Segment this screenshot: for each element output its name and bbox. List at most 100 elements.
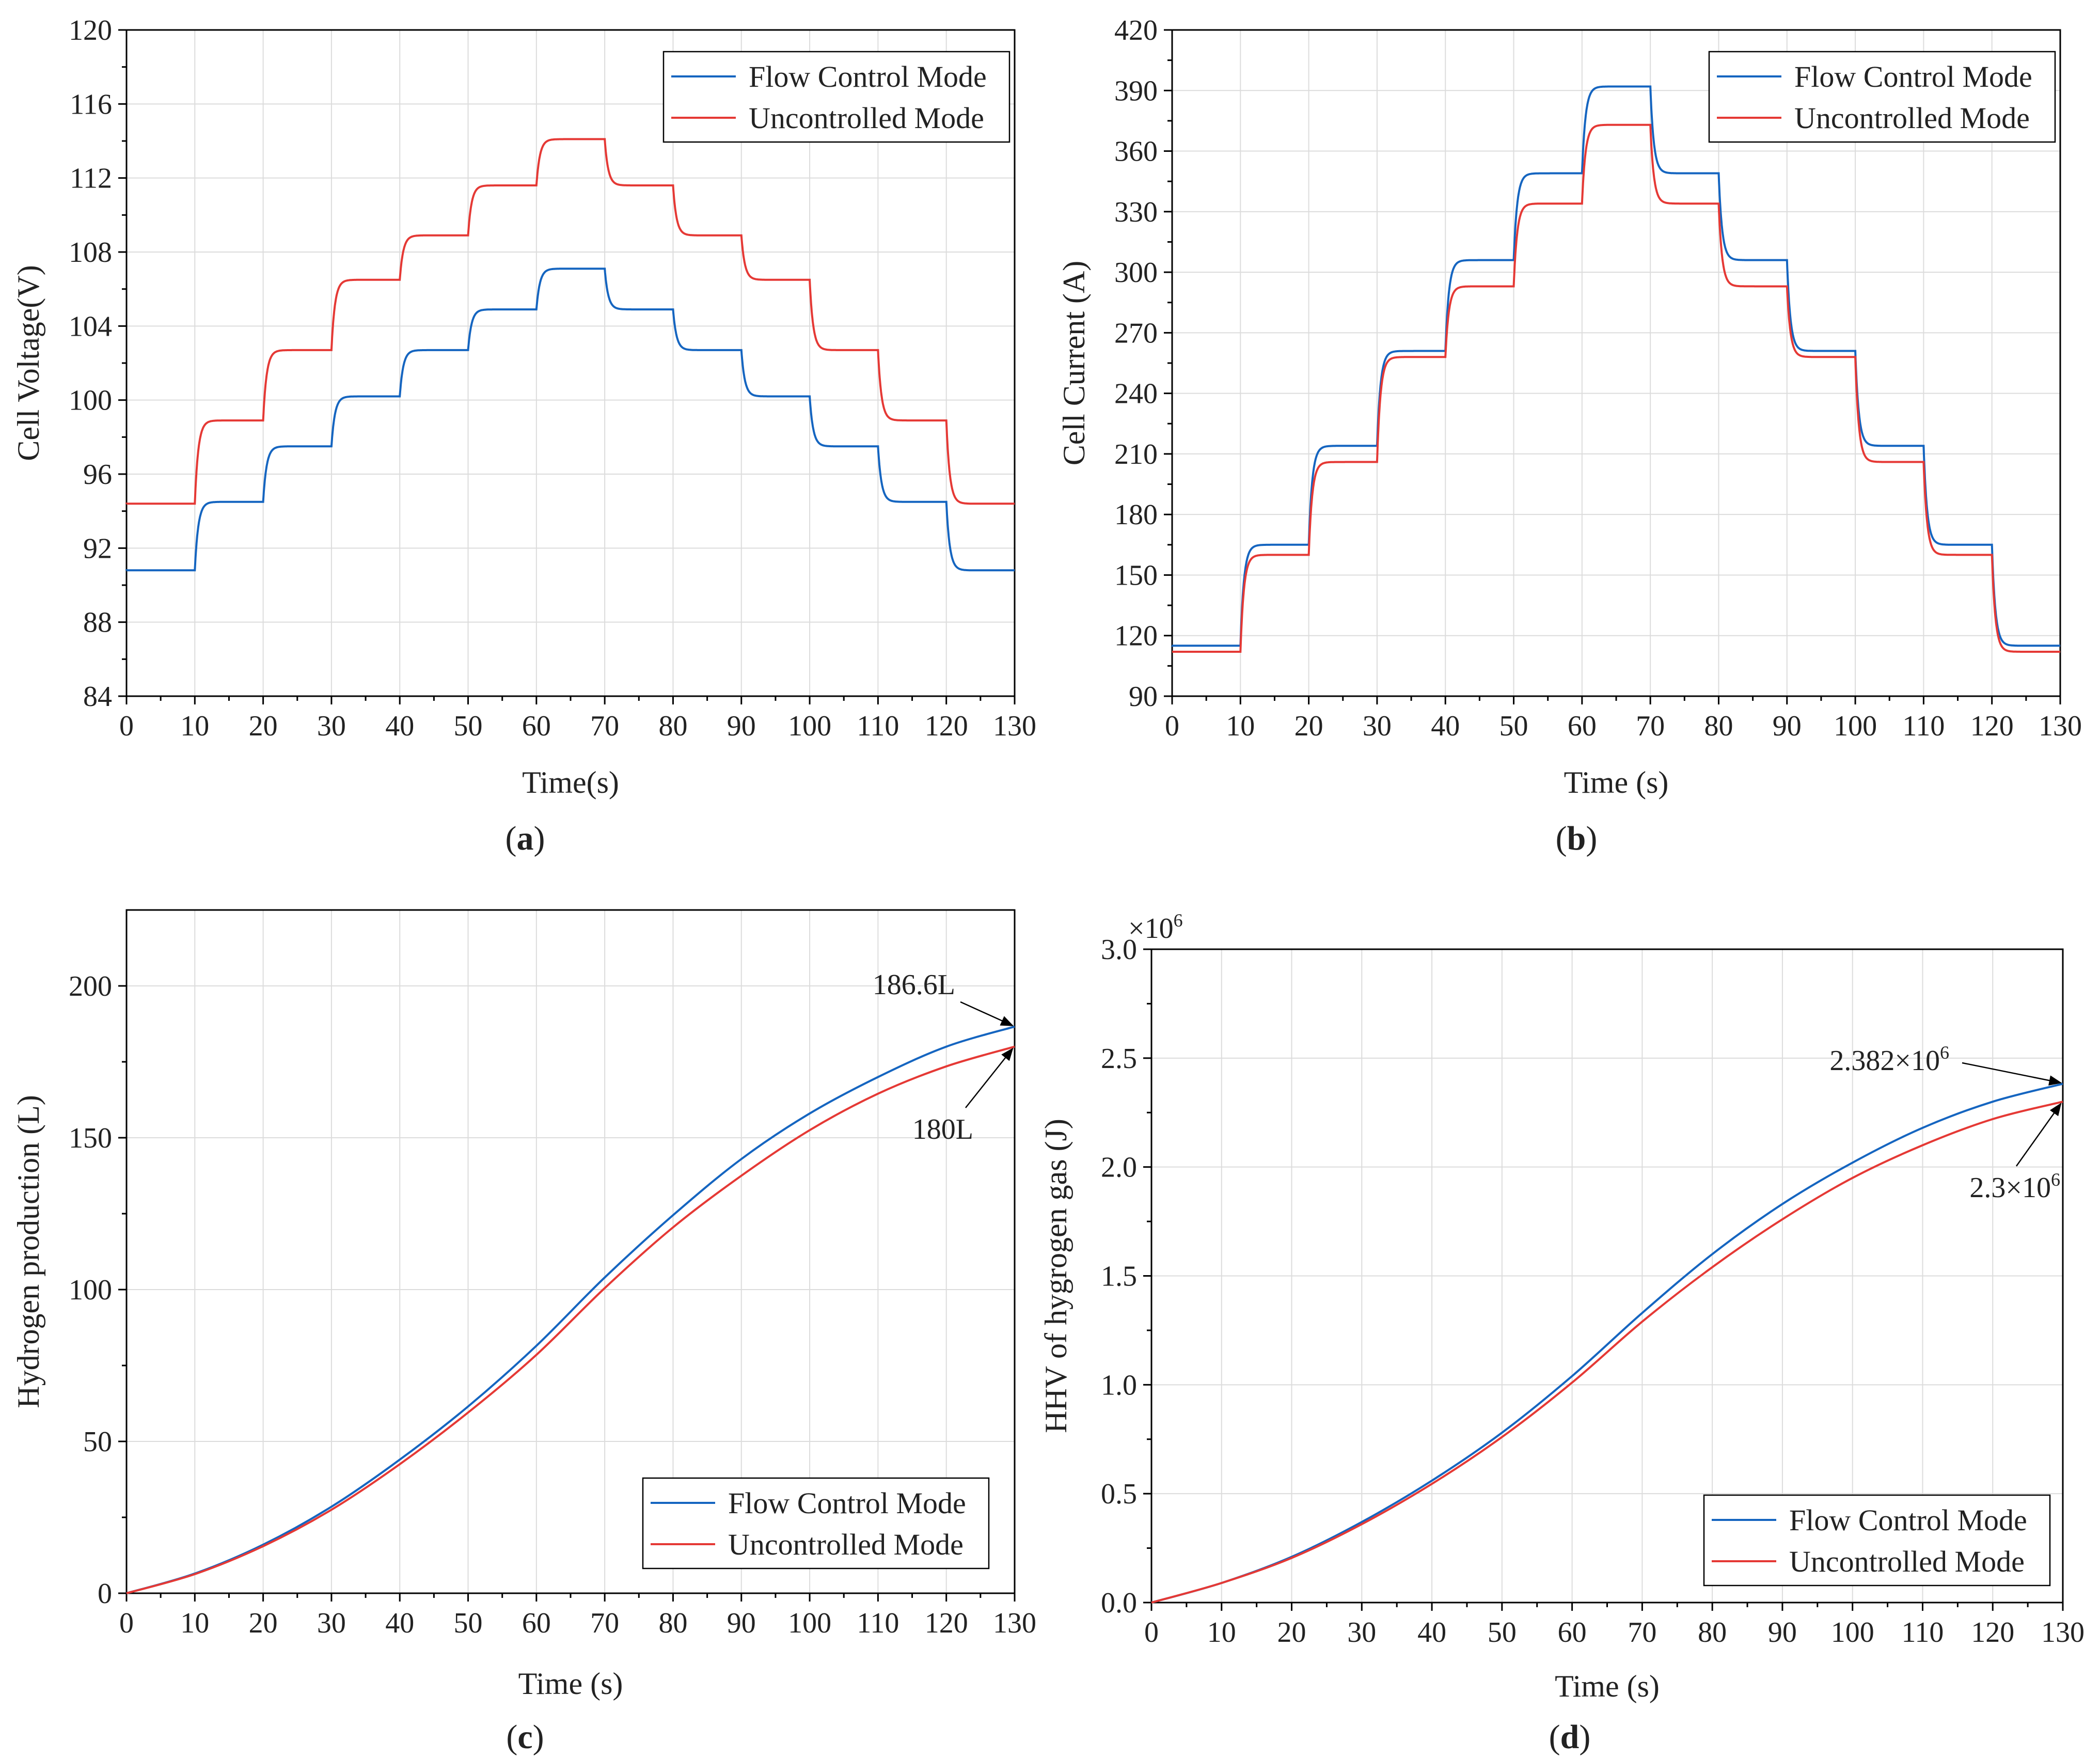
y-tick-label: 150 bbox=[69, 1122, 112, 1154]
legend-label: Uncontrolled Mode bbox=[749, 101, 984, 135]
y-tick-label: 300 bbox=[1114, 257, 1158, 289]
x-tick-label: 120 bbox=[1970, 710, 2014, 742]
x-tick-label: 50 bbox=[454, 710, 483, 742]
x-tick-label: 130 bbox=[993, 710, 1036, 742]
y-tick-label: 0.5 bbox=[1101, 1478, 1137, 1510]
y-tick-label: 88 bbox=[83, 607, 112, 639]
x-tick-label: 10 bbox=[1226, 710, 1255, 742]
x-tick-label: 130 bbox=[2039, 710, 2082, 742]
series-line-flow-control bbox=[1151, 1082, 2063, 1604]
y-tick-label: 92 bbox=[83, 532, 112, 564]
annotation-flow-control-arrow bbox=[1962, 1062, 2062, 1086]
x-tick-label: 90 bbox=[1768, 1616, 1797, 1649]
panel-label-open: ( bbox=[1549, 1718, 1560, 1756]
legend-label: Flow Control Mode bbox=[1789, 1503, 2027, 1537]
x-tick-label: 70 bbox=[1636, 710, 1665, 742]
annotation-flow-control-label: 186.6L bbox=[873, 969, 955, 1001]
series-line-uncontrolled bbox=[1151, 1101, 2063, 1604]
panel-label-letter: d bbox=[1560, 1718, 1580, 1756]
series-line-uncontrolled bbox=[1172, 123, 2060, 653]
legend: Flow Control Mode Uncontrolled Mode bbox=[1708, 51, 2056, 143]
panel-label-close: ) bbox=[1579, 1718, 1590, 1756]
y-tick-label: 120 bbox=[1114, 620, 1158, 652]
x-tick-label: 80 bbox=[658, 1607, 687, 1639]
x-tick-label: 60 bbox=[1558, 1616, 1587, 1649]
panel-label-letter: b bbox=[1567, 820, 1586, 857]
x-tick-label: 110 bbox=[1902, 1616, 1944, 1649]
x-tick-label: 60 bbox=[522, 1607, 551, 1639]
x-tick-label: 20 bbox=[249, 1607, 278, 1639]
y-tick-label: 50 bbox=[83, 1426, 112, 1458]
series-line-flow-control bbox=[125, 268, 1015, 572]
y-tick-label: 100 bbox=[69, 1274, 112, 1306]
series-line-flow-control bbox=[126, 1025, 1015, 1594]
panel-label-close: ) bbox=[1586, 820, 1597, 857]
y-axis-title: Hydrogen production (L) bbox=[11, 1095, 45, 1408]
y-tick-label: 270 bbox=[1114, 317, 1158, 349]
panel-label-letter: a bbox=[517, 820, 534, 857]
x-tick-label: 130 bbox=[2041, 1616, 2085, 1649]
x-tick-label: 50 bbox=[1488, 1616, 1517, 1649]
x-tick-label: 20 bbox=[1294, 710, 1323, 742]
y-tick-label: 104 bbox=[69, 310, 112, 342]
x-tick-label: 110 bbox=[1902, 710, 1945, 742]
y-tick-label: 2.0 bbox=[1101, 1152, 1137, 1184]
x-tick-label: 20 bbox=[249, 710, 278, 742]
x-tick-label: 110 bbox=[857, 710, 899, 742]
x-tick-label: 100 bbox=[1834, 710, 1877, 742]
x-tick-label: 80 bbox=[1704, 710, 1733, 742]
x-tick-label: 10 bbox=[1207, 1616, 1236, 1649]
chart-panel-b: 0 10 20 30 40 50 60 70 80 90 100 110 120 130 90 120 150 1… bbox=[1057, 14, 2082, 857]
y-tick-label: 2.5 bbox=[1101, 1043, 1137, 1075]
annotation-uncontrolled-label: 2.3×106 bbox=[1969, 1169, 2060, 1204]
x-tick-label: 30 bbox=[317, 710, 346, 742]
legend-box bbox=[642, 1477, 990, 1569]
panel-label: (a) bbox=[506, 820, 545, 857]
x-tick-label: 90 bbox=[1773, 710, 1802, 742]
panel-label-open: ( bbox=[506, 820, 517, 857]
x-tick-label: 40 bbox=[1431, 710, 1460, 742]
panel-label-close: ) bbox=[534, 820, 545, 857]
x-tick-label: 30 bbox=[1363, 710, 1392, 742]
y-tick-label: 180 bbox=[1114, 499, 1158, 531]
annotation-flow-control-label: 2.382×106 bbox=[1829, 1042, 1949, 1077]
x-tick-label: 40 bbox=[385, 1607, 414, 1639]
x-tick-label: 50 bbox=[1499, 710, 1528, 742]
x-tick-label: 70 bbox=[1628, 1616, 1656, 1649]
x-tick-label: 0 bbox=[1144, 1616, 1159, 1649]
legend-label: Uncontrolled Mode bbox=[1794, 101, 2030, 135]
x-tick-label: 40 bbox=[385, 710, 414, 742]
panel-label-letter: c bbox=[517, 1718, 532, 1756]
x-tick-label: 70 bbox=[590, 1607, 619, 1639]
y-tick-label: 1.0 bbox=[1101, 1369, 1137, 1401]
y-tick-label: 100 bbox=[69, 385, 112, 417]
legend-label: Uncontrolled Mode bbox=[728, 1528, 964, 1561]
y-tick-label: 1.5 bbox=[1101, 1261, 1137, 1293]
y-tick-label: 84 bbox=[83, 681, 112, 713]
legend: Flow Control Mode Uncontrolled Mode bbox=[662, 51, 1010, 143]
annotation-uncontrolled-arrow bbox=[2015, 1103, 2062, 1167]
x-tick-label: 90 bbox=[727, 1607, 756, 1639]
series-line-flow-control bbox=[1171, 85, 2060, 647]
legend-label: Flow Control Mode bbox=[749, 60, 987, 93]
legend-label: Flow Control Mode bbox=[1794, 60, 2032, 93]
x-tick-label: 50 bbox=[454, 1607, 483, 1639]
x-tick-label: 100 bbox=[1831, 1616, 1874, 1649]
y-tick-label: 112 bbox=[70, 163, 112, 195]
y-axis-title: Cell Current (A) bbox=[1057, 261, 1091, 466]
y-multiplier: ×106 bbox=[1128, 910, 1183, 945]
legend-box bbox=[662, 51, 1010, 143]
y-tick-label: 90 bbox=[1129, 681, 1158, 713]
x-tick-label: 30 bbox=[317, 1607, 346, 1639]
y-axis-title: HHV of hygrogen gas (J) bbox=[1039, 1119, 1073, 1433]
chart-panel-c: 0 10 20 30 40 50 60 70 80 90 100 110 120 130 0 50 100 150… bbox=[11, 909, 1036, 1756]
x-tick-label: 30 bbox=[1347, 1616, 1376, 1649]
x-tick-label: 120 bbox=[1971, 1616, 2014, 1649]
panel-label-open: ( bbox=[506, 1718, 517, 1756]
y-tick-label: 330 bbox=[1114, 196, 1158, 228]
annotation-flow-control-exp: 6 bbox=[1940, 1042, 1949, 1063]
x-tick-label: 100 bbox=[788, 1607, 831, 1639]
chart-panel-a: 0 10 20 30 40 50 60 70 80 90 100 110 120 130 84 88 92 96 1… bbox=[11, 14, 1036, 857]
panel-label: (b) bbox=[1556, 820, 1598, 857]
